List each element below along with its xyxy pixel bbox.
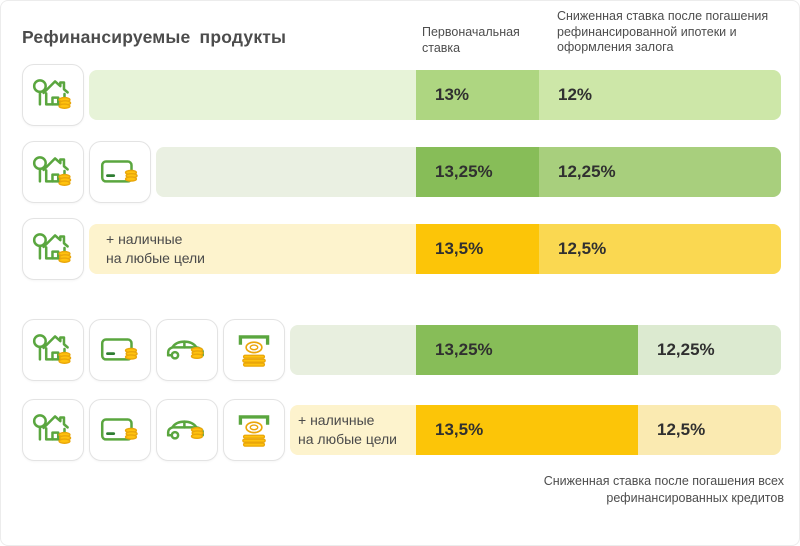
cash-note-line2: на любые цели [298, 431, 398, 447]
initial-rate-value: 13,25% [435, 340, 493, 359]
car-loan-icon-tile [156, 319, 218, 381]
consumer-credit-icon [231, 407, 277, 453]
column-header-initial-rate: Первоначальная ставка [422, 25, 520, 55]
bar-lead-segment: + наличные на любые цели [290, 405, 416, 455]
initial-rate-segment: 13,25% [416, 325, 638, 375]
initial-rate-segment: 13,5% [416, 405, 638, 455]
credit-card-icon-tile [89, 141, 151, 203]
initial-rate-segment: 13,5% [416, 224, 539, 274]
car-loan-icon [164, 407, 210, 453]
rate-bar-row-4: 13,25% 12,25% [290, 325, 781, 375]
cash-note: + наличные на любые цели [89, 230, 205, 268]
mortgage-icon [30, 226, 76, 272]
mortgage-icon-tile [22, 319, 84, 381]
reduced-rate-segment: 12% [539, 70, 781, 120]
rate-bar-row-2: 13,25% 12,25% [156, 147, 781, 197]
bar-lead-segment [290, 325, 416, 375]
bar-lead-segment [89, 70, 416, 120]
cash-note-line2: на любые цели [106, 250, 206, 266]
mortgage-icon-tile [22, 64, 84, 126]
reduced-rate-value: 12% [558, 85, 593, 104]
consumer-credit-icon-tile [223, 399, 285, 461]
initial-rate-value: 13,25% [435, 162, 493, 181]
mortgage-icon [30, 327, 76, 373]
cash-note-line1: + наличные [298, 412, 375, 428]
mortgage-icon-tile [22, 399, 84, 461]
credit-card-icon-tile [89, 319, 151, 381]
car-loan-icon [164, 327, 210, 373]
consumer-credit-icon [231, 327, 277, 373]
reduced-rate-value: 12,5% [657, 420, 706, 439]
car-loan-icon-tile [156, 399, 218, 461]
bar-lead-segment: + наличные на любые цели [89, 224, 416, 274]
reduced-rate-value: 12,5% [558, 239, 607, 258]
reduced-rate-value: 12,25% [657, 340, 715, 359]
reduced-rate-segment: 12,5% [539, 224, 781, 274]
initial-rate-value: 13% [435, 85, 470, 104]
reduced-rate-segment: 12,25% [539, 147, 781, 197]
initial-rate-segment: 13,25% [416, 147, 539, 197]
initial-rate-segment: 13% [416, 70, 539, 120]
page-title: Рефинансируемые продукты [22, 27, 287, 47]
credit-card-icon [97, 149, 143, 195]
column-header-reduced-after-mortgage: Сниженная ставка после погашения рефинан… [557, 9, 769, 54]
footnote-reduced-after-all: Сниженная ставка после погашения всех ре… [543, 474, 784, 505]
cash-note: + наличные на любые цели [290, 411, 397, 449]
mortgage-icon [30, 72, 76, 118]
reduced-rate-segment: 12,5% [638, 405, 781, 455]
initial-rate-value: 13,5% [435, 239, 484, 258]
bar-lead-segment [156, 147, 416, 197]
mortgage-icon-tile [22, 218, 84, 280]
credit-card-icon-tile [89, 399, 151, 461]
initial-rate-value: 13,5% [435, 420, 484, 439]
rate-bar-row-3: + наличные на любые цели 13,5% 12,5% [89, 224, 781, 274]
reduced-rate-segment: 12,25% [638, 325, 781, 375]
reduced-rate-value: 12,25% [558, 162, 616, 181]
consumer-credit-icon-tile [223, 319, 285, 381]
rate-bar-row-1: 13% 12% [89, 70, 781, 120]
cash-note-line1: + наличные [106, 231, 183, 247]
mortgage-icon-tile [22, 141, 84, 203]
rate-bar-row-5: + наличные на любые цели 13,5% 12,5% [290, 405, 781, 455]
credit-card-icon [97, 327, 143, 373]
credit-card-icon [97, 407, 143, 453]
mortgage-icon [30, 407, 76, 453]
mortgage-icon [30, 149, 76, 195]
